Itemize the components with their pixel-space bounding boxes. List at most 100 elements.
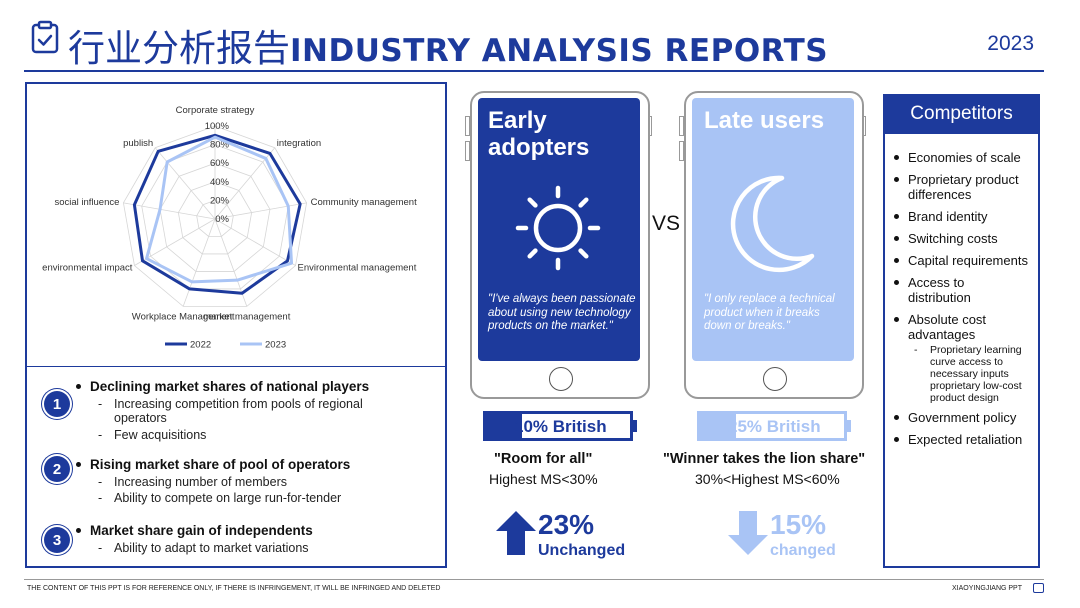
legend-label: 2022 xyxy=(190,340,211,351)
radar-category-label: Workplace Management xyxy=(132,311,235,322)
early-quote-line: "I've always been passionate xyxy=(488,293,636,305)
factor-text: differences xyxy=(908,187,972,202)
radar-chart: 0% 20% 40% 60% 80% 100% Corporate strategy inte… xyxy=(42,105,417,351)
late-percentage: 15% xyxy=(770,509,827,540)
early-adopters-title: Early adopters xyxy=(488,107,589,161)
competitors-list: Economies of scale Proprietary product di… xyxy=(892,150,1038,447)
late-users-screen: Late users "I only replace a technical p… xyxy=(692,98,854,361)
point-1-badge: 1 xyxy=(44,391,70,417)
radar-tick-label: 20% xyxy=(210,195,230,206)
point-heading-text: Market share gain of independents xyxy=(90,523,313,538)
early-percentage-label: Unchanged xyxy=(538,542,626,559)
late-battery-label: 25% British xyxy=(728,417,821,436)
early-percentage: 23% xyxy=(538,509,595,540)
vs-label: VS xyxy=(652,212,681,235)
point-sub-text: operators xyxy=(114,411,167,425)
late-quote-line: "I only replace a technical xyxy=(704,293,835,305)
early-title-line: adopters xyxy=(488,134,590,161)
radar-category-label: Corporate strategy xyxy=(176,105,255,116)
late-percentage-label: changed xyxy=(770,542,836,559)
late-battery-fill xyxy=(700,414,736,438)
early-title-line: Early xyxy=(488,107,547,134)
competitor-factor: Government policy xyxy=(892,410,1038,425)
radar-tick-label: 40% xyxy=(210,177,230,188)
point-heading-text: Declining market shares of national play… xyxy=(90,379,370,394)
point-sub-text: Ability to adapt to market variations xyxy=(114,541,309,555)
point-sub-text: Increasing competition from pools of reg… xyxy=(114,397,363,411)
late-subline: 30%<Highest MS<60% xyxy=(695,471,840,487)
point-sub: operators xyxy=(114,411,436,425)
point-sub: - Few acquisitions xyxy=(98,428,207,442)
point-2: Rising market share of pool of operators… xyxy=(76,457,436,505)
phone-side-button xyxy=(465,141,470,161)
factor-text: distribution xyxy=(908,290,971,305)
factor-text: Absolute cost xyxy=(908,312,987,327)
factor-text: Economies of scale xyxy=(908,150,1021,165)
factor-text: advantages xyxy=(908,327,976,342)
competitor-factor: Absolute cost advantages xyxy=(892,312,1038,342)
phone-side-button xyxy=(679,141,684,161)
point-sub: - Ability to adapt to market variations xyxy=(98,541,309,555)
early-battery-fill xyxy=(486,414,522,438)
radar-spoke xyxy=(214,202,307,220)
page-title-en: INDUSTRY ANALYSIS REPORTS xyxy=(290,33,829,69)
factor-text: Brand identity xyxy=(908,209,988,224)
footer-brand: XIAOYINGJIANG PPT xyxy=(951,585,1022,592)
late-users-quote: "I only replace a technical product when… xyxy=(704,293,835,334)
late-battery: 25% British xyxy=(697,411,847,441)
footer-divider xyxy=(24,579,1044,580)
radar-tick-label: 100% xyxy=(205,121,230,132)
point-number: 3 xyxy=(44,527,70,553)
page-title-cn: 行业分析报告 xyxy=(68,27,290,70)
radar-gridline xyxy=(159,162,271,272)
competitors-title: Competitors xyxy=(883,94,1040,134)
radar-gridline xyxy=(196,199,234,237)
radar-tick-label: 80% xyxy=(210,140,230,151)
competitor-factor: Expected retaliation xyxy=(892,432,1038,447)
radar-category-label: Environmental management xyxy=(298,263,417,274)
late-quote-line: down or breaks." xyxy=(704,320,790,332)
point-sub-text: Few acquisitions xyxy=(114,428,207,442)
phone-side-button xyxy=(679,116,684,136)
late-headline: "Winner takes the lion share" xyxy=(663,451,866,467)
presentation-icon xyxy=(1033,583,1044,593)
radar-series-2023 xyxy=(145,135,294,284)
competitors-panel xyxy=(883,94,1040,568)
header-divider xyxy=(24,70,1044,72)
point-heading-text: Rising market share of pool of operators xyxy=(90,457,351,472)
sun-icon xyxy=(515,185,601,271)
point-heading: Market share gain of independents xyxy=(76,523,436,538)
competitor-factor: Economies of scale xyxy=(892,150,1038,165)
point-sub: - Ability to compete on large run-for-ten… xyxy=(98,491,342,505)
subfactor-text: Proprietary learning xyxy=(930,344,1022,356)
radar-spoke xyxy=(123,202,216,220)
market-analysis-panel xyxy=(25,82,447,568)
factor-text: Access to xyxy=(908,275,965,290)
radar-category-label: publish xyxy=(123,138,153,149)
early-headline: "Room for all" xyxy=(494,451,593,467)
phone-home-button xyxy=(763,367,787,391)
factor-text: Expected retaliation xyxy=(908,432,1023,447)
competitor-subfactor: Proprietary learning curve access to nec… xyxy=(892,344,1038,404)
arrow-down-icon xyxy=(728,511,768,555)
radar-spoke xyxy=(154,147,216,220)
competitor-factor: Access to distribution xyxy=(892,275,1038,305)
subfactor-text: curve access to xyxy=(930,356,1003,368)
point-sub-text: Increasing number of members xyxy=(114,475,287,489)
late-battery-tip xyxy=(847,420,851,432)
late-quote-line: product when it breaks xyxy=(704,306,820,319)
point-number: 1 xyxy=(44,391,70,417)
factor-text: Government policy xyxy=(908,410,1017,425)
point-heading: Declining market shares of national play… xyxy=(76,379,436,394)
early-battery-label: 10% British xyxy=(514,417,607,436)
phone-side-button xyxy=(465,116,470,136)
point-sub: - Increasing number of members xyxy=(98,475,287,489)
competitor-factor: Proprietary product differences xyxy=(892,172,1038,202)
subfactor-text: product design xyxy=(930,392,999,404)
report-year: 2023 xyxy=(987,32,1034,55)
radar-category-label: environmental impact xyxy=(42,263,133,274)
point-1: Declining market shares of national play… xyxy=(76,379,436,442)
moon-icon xyxy=(730,175,815,273)
early-quote-line: products on the market." xyxy=(488,320,613,332)
panel-divider xyxy=(25,366,447,367)
